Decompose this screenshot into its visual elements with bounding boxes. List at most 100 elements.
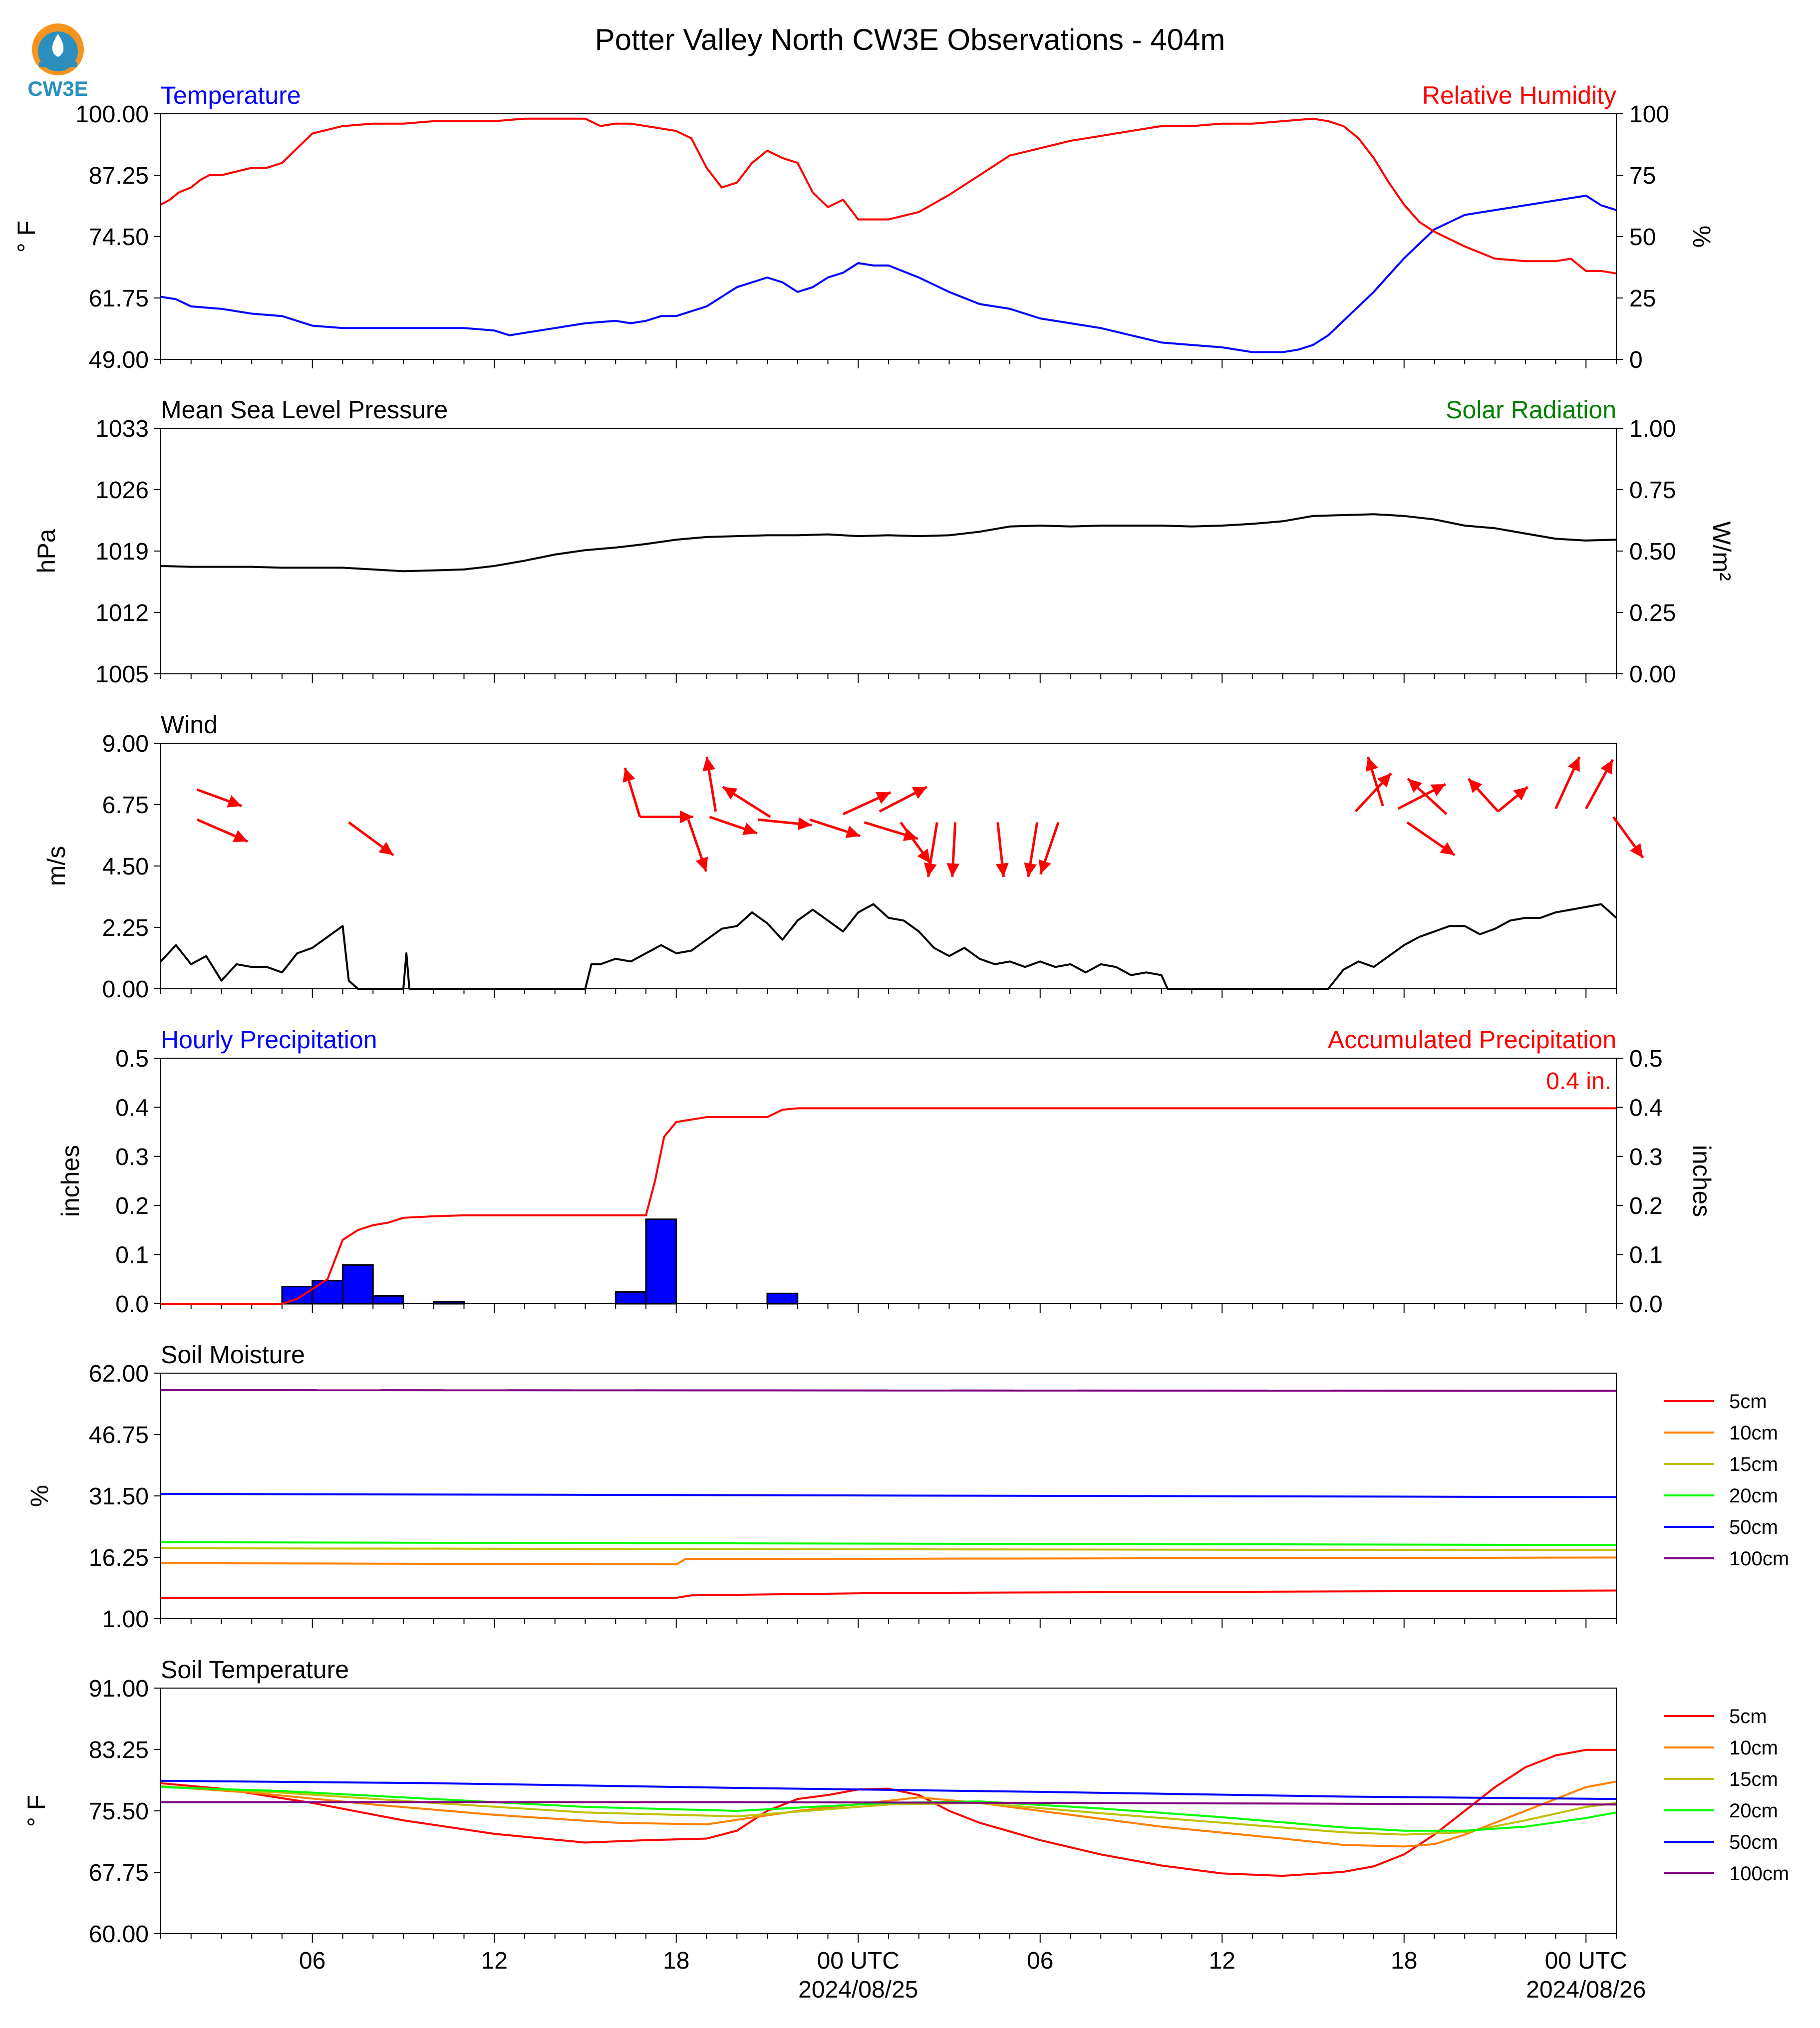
wind-arrow-head xyxy=(378,842,393,856)
legend-label: 50cm xyxy=(1729,1516,1778,1538)
y-tick-label-left: 61.75 xyxy=(89,286,149,312)
y-tick-label-left: 31.50 xyxy=(89,1483,149,1510)
wind-arrow-head xyxy=(622,768,635,783)
wind-arrow-head xyxy=(797,817,812,831)
panel-frame xyxy=(160,1688,1617,1934)
series-line-5cm xyxy=(161,1589,1617,1599)
y-axis-label-left: ° F xyxy=(22,1795,50,1827)
y-tick-label-left: 0.00 xyxy=(102,976,149,1003)
y-tick-label-left: 0.5 xyxy=(115,1046,149,1072)
y-tick-label-left: 60.00 xyxy=(89,1921,149,1948)
y-tick-label-left: 4.50 xyxy=(102,854,149,880)
series-line-20cm xyxy=(160,1541,1617,1546)
series-line-50cm xyxy=(160,1779,1617,1800)
y-tick-label-right: 0.75 xyxy=(1629,477,1676,504)
panel-frame xyxy=(160,113,1617,360)
wind-arrow-head xyxy=(702,757,716,772)
series-line-1 xyxy=(160,117,1617,275)
wind-arrow-head xyxy=(912,787,927,799)
y-tick-label-left: 87.25 xyxy=(89,163,149,189)
logo-drop-icon xyxy=(52,34,64,57)
y-tick-label-left: 1033 xyxy=(95,416,149,442)
panel-temp_rh: Temperature Relative Humidity 49.00 61.75 74… xyxy=(12,81,1716,373)
wind-arrow-head xyxy=(917,849,930,864)
series-line-50cm xyxy=(160,1493,1617,1498)
y-tick-label-right: 0.25 xyxy=(1629,600,1676,626)
wind-arrow-head xyxy=(695,857,708,871)
y-tick-label-left: 62.00 xyxy=(89,1361,149,1387)
series-line-0 xyxy=(160,513,1617,573)
logo-text: CW3E xyxy=(27,77,88,100)
accumulated-total-label: 0.4 in. xyxy=(1546,1068,1611,1095)
wind-arrow-head xyxy=(845,826,861,838)
legend-label: 10cm xyxy=(1729,1422,1778,1444)
y-tick-label-left: 0.1 xyxy=(115,1242,149,1269)
x-tick-date-label: 2024/08/25 xyxy=(798,1977,918,2003)
panel-title-left: Mean Sea Level Pressure xyxy=(161,396,448,424)
y-tick-label-left: 91.00 xyxy=(89,1676,149,1702)
precip-bar xyxy=(433,1301,465,1305)
x-tick-label: 06 xyxy=(299,1948,325,1974)
panel-wind: Wind 0.00 2.25 4.50 6.75 9.00 m/s xyxy=(42,711,1644,1003)
legend-label: 50cm xyxy=(1729,1831,1778,1853)
y-tick-label-left: 6.75 xyxy=(102,792,149,819)
wind-arrow-head xyxy=(923,863,937,877)
wind-arrow-head xyxy=(1038,859,1051,874)
wind-arrow-head xyxy=(1440,842,1455,856)
y-axis-label-right: W/m² xyxy=(1708,521,1736,580)
wind-arrow-head xyxy=(679,810,694,824)
precip-bar xyxy=(766,1292,799,1305)
y-axis-label-left: ° F xyxy=(12,221,40,253)
y-tick-label-left: 74.50 xyxy=(89,224,149,251)
panel-pressure: Mean Sea Level Pressure Solar Radiation 10… xyxy=(32,396,1736,688)
y-tick-label-right: 1.00 xyxy=(1629,416,1676,442)
wind-arrow-head xyxy=(1024,863,1037,877)
wind-arrow-head xyxy=(742,823,757,835)
y-tick-label-right: 25 xyxy=(1629,286,1656,312)
x-tick-label: 12 xyxy=(481,1948,508,1974)
legend-label: 5cm xyxy=(1729,1706,1767,1728)
series-line-100cm xyxy=(160,1389,1617,1392)
legend-label: 20cm xyxy=(1729,1800,1778,1822)
wind-arrow-head xyxy=(1408,779,1423,793)
y-tick-label-right: 0.00 xyxy=(1629,661,1676,688)
y-tick-label-left: 16.25 xyxy=(89,1545,149,1571)
panel-frame xyxy=(160,428,1617,674)
y-tick-label-right: 0.1 xyxy=(1629,1242,1663,1269)
y-tick-label-left: 1.00 xyxy=(102,1606,149,1633)
x-tick-label: 06 xyxy=(1027,1948,1053,1974)
panel-title-right: Relative Humidity xyxy=(1422,81,1616,109)
y-tick-label-left: 1026 xyxy=(95,477,149,504)
y-tick-label-left: 9.00 xyxy=(102,731,149,757)
x-tick-date-label: 2024/08/26 xyxy=(1526,1977,1646,2003)
panel-title-left: Soil Moisture xyxy=(161,1341,305,1369)
y-tick-label-right: 0.0 xyxy=(1629,1291,1663,1318)
wind-arrow-head xyxy=(876,792,891,804)
y-tick-label-left: 46.75 xyxy=(89,1422,149,1449)
precip-bar xyxy=(372,1295,404,1305)
wind-arrow-head xyxy=(1377,773,1391,788)
y-axis-label-right: % xyxy=(1688,226,1716,248)
precip-bar xyxy=(645,1218,677,1305)
panels: Temperature Relative Humidity 49.00 61.75 74… xyxy=(12,81,1789,2003)
y-tick-label-right: 0.3 xyxy=(1629,1144,1663,1170)
series-line-15cm xyxy=(160,1547,1617,1551)
x-tick-label: 00 UTC xyxy=(1545,1948,1627,1974)
panel-frame xyxy=(160,1058,1617,1304)
wind-arrow-head xyxy=(1630,843,1643,858)
panel-title-right: Accumulated Precipitation xyxy=(1328,1026,1616,1054)
y-axis-label-right: inches xyxy=(1688,1145,1716,1217)
series-line-0 xyxy=(160,903,1617,990)
y-axis-label-left: m/s xyxy=(42,846,70,886)
y-tick-label-right: 0.2 xyxy=(1629,1193,1663,1219)
y-tick-label-left: 0.0 xyxy=(115,1291,149,1318)
wind-arrow-head xyxy=(722,787,738,800)
legend-label: 15cm xyxy=(1729,1768,1778,1790)
x-tick-label: 18 xyxy=(1391,1948,1417,1974)
y-tick-label-left: 67.75 xyxy=(89,1860,149,1886)
legend-label: 15cm xyxy=(1729,1453,1778,1475)
y-tick-label-left: 1005 xyxy=(95,661,149,688)
page-title: Potter Valley North CW3E Observations - … xyxy=(595,23,1225,56)
panel-title-left: Wind xyxy=(161,711,218,739)
